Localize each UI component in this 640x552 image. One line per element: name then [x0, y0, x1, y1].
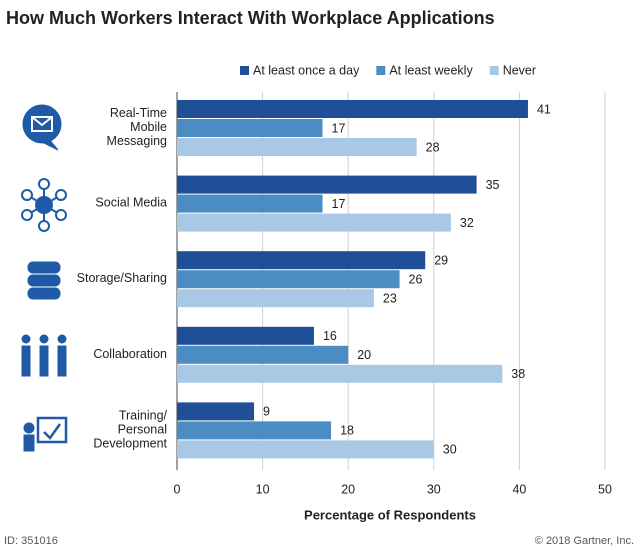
legend-swatch	[376, 66, 386, 75]
bar	[177, 345, 349, 364]
bar	[177, 213, 451, 232]
value-label: 30	[443, 443, 457, 457]
category-label: Real-Time Mobile Messaging	[107, 106, 167, 148]
footer-copyright: © 2018 Gartner, Inc.	[535, 535, 634, 547]
bar	[177, 289, 374, 308]
value-label: 23	[383, 291, 397, 305]
category-label: Social Media	[95, 196, 167, 210]
social-icon	[21, 178, 67, 232]
bar	[177, 138, 417, 156]
chart-title: How Much Workers Interact With Workplace…	[6, 8, 495, 28]
value-label: 17	[332, 121, 346, 135]
bar	[177, 194, 323, 213]
value-label: 17	[332, 197, 346, 211]
x-tick-label: 40	[512, 482, 526, 496]
bar	[177, 100, 528, 118]
x-tick-label: 20	[341, 482, 355, 496]
bar	[177, 402, 255, 421]
bar	[177, 421, 332, 440]
bar	[177, 326, 314, 345]
legend-label: At least once a day	[253, 63, 360, 77]
category-label: Training/Personal Development	[93, 409, 167, 451]
legend-label: At least weekly	[389, 63, 473, 77]
collaboration-icon	[21, 334, 67, 377]
category-label: Collaboration	[93, 347, 167, 361]
messaging-icon	[22, 104, 62, 151]
value-label: 35	[486, 178, 500, 192]
value-label: 9	[263, 405, 270, 419]
value-label: 32	[460, 216, 474, 230]
value-label: 28	[426, 140, 440, 154]
footer-id: ID: 351016	[4, 535, 58, 547]
value-label: 26	[409, 272, 423, 286]
value-label: 38	[511, 367, 525, 381]
icons	[21, 104, 68, 452]
x-tick-label: 10	[256, 482, 270, 496]
value-label: 16	[323, 329, 337, 343]
bar	[177, 270, 400, 289]
training-icon	[23, 416, 68, 452]
x-axis-label: Percentage of Respondents	[304, 507, 476, 522]
category-label: Storage/Sharing	[77, 271, 167, 285]
bar	[177, 440, 434, 459]
legend-swatch	[489, 66, 499, 75]
bar	[177, 251, 426, 270]
value-label: 18	[340, 424, 354, 438]
legend-label: Never	[503, 63, 536, 77]
bar	[177, 364, 503, 383]
bar	[177, 119, 323, 137]
x-tick-label: 50	[598, 482, 612, 496]
x-tick-label: 30	[427, 482, 441, 496]
legend-swatch	[240, 66, 249, 75]
storage-icon	[27, 261, 61, 300]
x-tick-label: 0	[174, 482, 181, 496]
value-label: 20	[357, 348, 371, 362]
bar	[177, 175, 477, 194]
value-label: 41	[537, 102, 551, 116]
value-label: 29	[434, 253, 448, 267]
